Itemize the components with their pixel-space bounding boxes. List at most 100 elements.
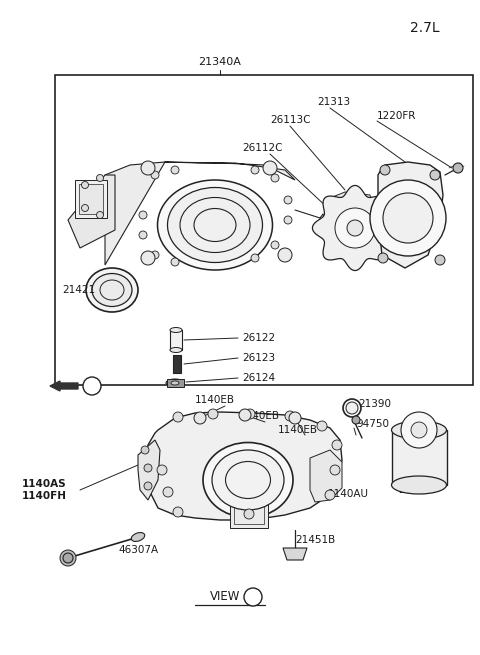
Circle shape bbox=[208, 409, 218, 419]
Text: 21390: 21390 bbox=[358, 399, 391, 409]
Circle shape bbox=[317, 421, 327, 431]
Circle shape bbox=[141, 446, 149, 454]
Circle shape bbox=[335, 208, 375, 248]
Circle shape bbox=[284, 216, 292, 224]
Text: VIEW: VIEW bbox=[210, 591, 240, 603]
Circle shape bbox=[453, 163, 463, 173]
Text: 26123: 26123 bbox=[242, 353, 275, 363]
Ellipse shape bbox=[132, 533, 144, 542]
Circle shape bbox=[163, 487, 173, 497]
Text: 94750: 94750 bbox=[356, 419, 389, 429]
Circle shape bbox=[278, 248, 292, 262]
Bar bbox=[234, 504, 264, 524]
Text: 26124: 26124 bbox=[242, 373, 275, 383]
Text: 1140AS: 1140AS bbox=[22, 479, 67, 489]
Circle shape bbox=[245, 409, 255, 419]
Ellipse shape bbox=[392, 476, 446, 494]
Circle shape bbox=[380, 165, 390, 175]
Circle shape bbox=[144, 482, 152, 490]
Polygon shape bbox=[138, 440, 160, 500]
Circle shape bbox=[378, 253, 388, 263]
Ellipse shape bbox=[168, 187, 263, 263]
Text: A: A bbox=[250, 593, 256, 601]
Bar bbox=[55, 75, 473, 385]
Circle shape bbox=[285, 411, 295, 421]
Text: 26300: 26300 bbox=[398, 485, 432, 495]
Ellipse shape bbox=[343, 399, 361, 417]
Circle shape bbox=[239, 409, 251, 421]
FancyArrow shape bbox=[50, 381, 78, 391]
Polygon shape bbox=[68, 175, 115, 248]
Circle shape bbox=[289, 412, 301, 424]
Text: 26122: 26122 bbox=[242, 333, 275, 343]
Circle shape bbox=[244, 509, 254, 519]
Bar bbox=[230, 500, 268, 528]
Circle shape bbox=[171, 166, 179, 174]
Circle shape bbox=[411, 422, 427, 438]
Ellipse shape bbox=[212, 450, 284, 510]
Circle shape bbox=[263, 161, 277, 175]
Text: 26112C: 26112C bbox=[242, 143, 283, 153]
Text: 46307A: 46307A bbox=[118, 545, 158, 555]
Circle shape bbox=[151, 171, 159, 179]
Text: 2.7L: 2.7L bbox=[410, 21, 440, 35]
Text: 21313: 21313 bbox=[317, 97, 350, 107]
Circle shape bbox=[171, 258, 179, 266]
Bar bbox=[392, 430, 447, 485]
Circle shape bbox=[325, 490, 335, 500]
Circle shape bbox=[141, 251, 155, 265]
Ellipse shape bbox=[92, 274, 132, 307]
Text: 1140EB: 1140EB bbox=[195, 395, 235, 405]
Text: 26113C: 26113C bbox=[270, 115, 311, 125]
Circle shape bbox=[330, 465, 340, 475]
Text: 1140EB: 1140EB bbox=[278, 425, 318, 435]
Circle shape bbox=[383, 193, 433, 243]
Ellipse shape bbox=[166, 379, 184, 387]
Polygon shape bbox=[312, 185, 397, 271]
Text: 1140AU: 1140AU bbox=[328, 489, 369, 499]
Ellipse shape bbox=[346, 402, 358, 414]
Text: 1140FH: 1140FH bbox=[22, 491, 67, 501]
Circle shape bbox=[63, 553, 73, 563]
Ellipse shape bbox=[392, 421, 446, 439]
Ellipse shape bbox=[157, 180, 273, 270]
Text: 1140EB: 1140EB bbox=[240, 411, 280, 421]
Ellipse shape bbox=[86, 268, 138, 312]
Circle shape bbox=[151, 251, 159, 259]
Circle shape bbox=[271, 241, 279, 249]
Polygon shape bbox=[283, 548, 307, 560]
Circle shape bbox=[244, 588, 262, 606]
Circle shape bbox=[347, 220, 363, 236]
Bar bbox=[170, 330, 182, 350]
Text: A: A bbox=[89, 381, 95, 390]
Circle shape bbox=[60, 550, 76, 566]
Circle shape bbox=[157, 465, 167, 475]
Polygon shape bbox=[105, 162, 295, 265]
Polygon shape bbox=[68, 162, 300, 273]
Polygon shape bbox=[378, 162, 443, 268]
Circle shape bbox=[370, 180, 446, 256]
Polygon shape bbox=[310, 450, 342, 502]
Circle shape bbox=[82, 181, 88, 189]
Polygon shape bbox=[145, 412, 342, 520]
Circle shape bbox=[284, 196, 292, 204]
Circle shape bbox=[82, 204, 88, 212]
Circle shape bbox=[251, 166, 259, 174]
Ellipse shape bbox=[171, 381, 179, 385]
Bar bbox=[167, 379, 184, 387]
Circle shape bbox=[139, 231, 147, 239]
Text: 1220FR: 1220FR bbox=[377, 111, 416, 121]
Circle shape bbox=[251, 254, 259, 262]
Bar bbox=[173, 355, 181, 373]
Bar bbox=[79, 184, 103, 214]
Ellipse shape bbox=[203, 443, 293, 517]
Circle shape bbox=[141, 161, 155, 175]
Circle shape bbox=[83, 377, 101, 395]
Polygon shape bbox=[332, 203, 380, 253]
Circle shape bbox=[352, 416, 360, 424]
Circle shape bbox=[96, 174, 104, 181]
Circle shape bbox=[173, 412, 183, 422]
Circle shape bbox=[430, 170, 440, 180]
Circle shape bbox=[435, 255, 445, 265]
Polygon shape bbox=[330, 192, 375, 248]
